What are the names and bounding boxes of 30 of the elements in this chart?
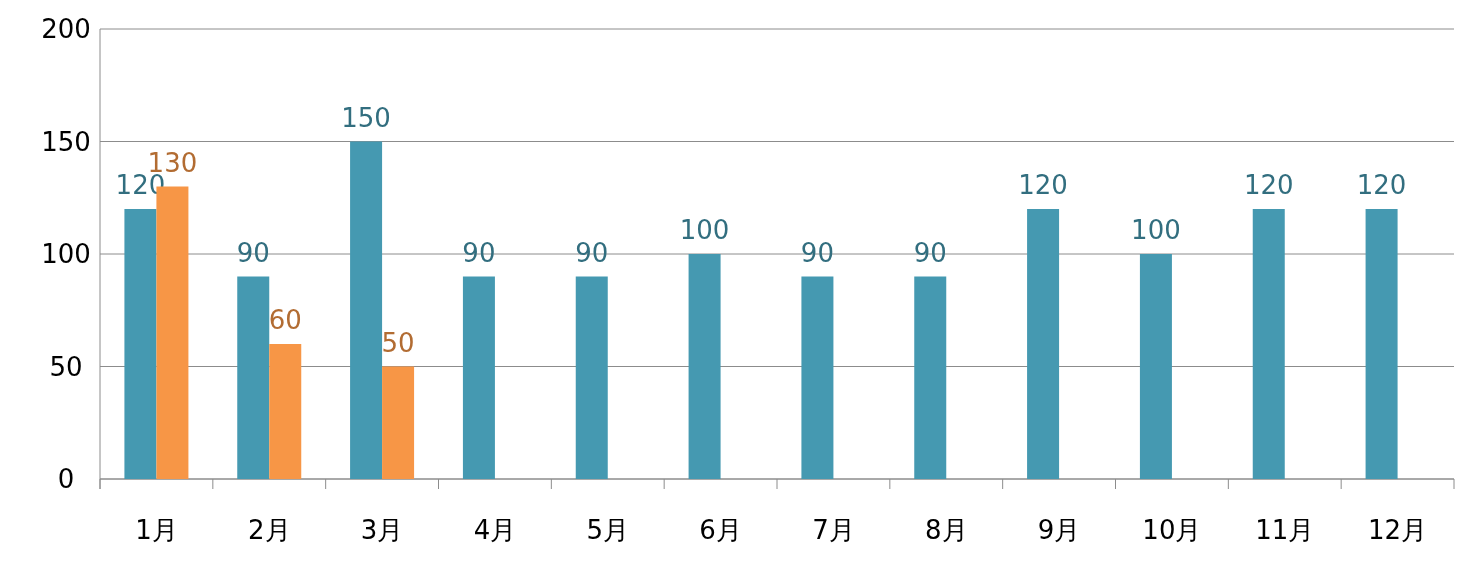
data-label: 90 (236, 237, 270, 268)
x-tick-label: 12月 (1368, 515, 1428, 545)
data-label: 90 (913, 237, 947, 268)
x-tick-label: 3月 (360, 515, 404, 545)
y-tick-label: 100 (41, 239, 91, 269)
x-tick-label: 1月 (135, 515, 178, 545)
data-label: 60 (268, 305, 302, 335)
x-tick-label: 8月 (924, 515, 968, 545)
y-tick-label: 200 (41, 14, 91, 44)
y-tick-label: 50 (49, 351, 83, 382)
data-label: 90 (575, 237, 609, 268)
x-tick-label: 10月 (1142, 515, 1202, 545)
x-tick-label: 2月 (247, 515, 291, 545)
data-label: 50 (381, 327, 415, 358)
x-tick-label: 4月 (473, 515, 517, 545)
data-label: 120 (1018, 170, 1068, 200)
data-label: 90 (800, 237, 834, 268)
x-tick-label: 5月 (586, 515, 630, 545)
x-tick-label: 9月 (1037, 515, 1081, 545)
data-label: 120 (1243, 170, 1294, 200)
data-label: 100 (1131, 215, 1181, 245)
x-tick-label: 7月 (812, 515, 855, 545)
data-label: 90 (462, 237, 496, 268)
x-tick-label: 11月 (1255, 515, 1315, 545)
x-tick-label: 6月 (699, 515, 742, 545)
data-label: 150 (341, 102, 391, 133)
data-label: 120 (1356, 170, 1407, 200)
y-tick-label: 150 (41, 126, 91, 157)
data-label: 100 (679, 215, 730, 245)
y-tick-label: 0 (57, 464, 75, 494)
